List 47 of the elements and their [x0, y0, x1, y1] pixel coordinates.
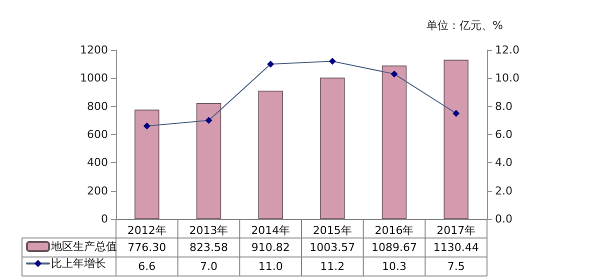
bar — [444, 60, 468, 219]
data-label: 1130.44 — [433, 241, 479, 254]
point — [328, 58, 336, 65]
data-label: 823.58 — [190, 241, 228, 254]
point — [205, 116, 212, 124]
data-label: 6.6 — [138, 260, 156, 273]
data-label: 910.82 — [251, 241, 290, 254]
data-label: 11.2 — [320, 260, 345, 273]
data-label: 1089.67 — [372, 241, 417, 254]
data-label: 776.30 — [128, 241, 166, 254]
legend-label: 地区生产总值 — [50, 240, 117, 253]
legend-label: 比上年增长 — [51, 257, 106, 270]
x-tick-label: 2013年 — [189, 224, 228, 237]
data-label: 11.0 — [258, 260, 283, 273]
y2-tick-label: 8.0 — [495, 100, 512, 113]
x-tick-label: 2017年 — [436, 224, 476, 237]
point — [452, 110, 460, 117]
data-label: 7.5 — [447, 260, 465, 273]
y-tick-label: 1000 — [80, 72, 108, 85]
text: 单位：亿元、% — [426, 19, 503, 32]
bar — [258, 90, 283, 219]
y-tick-label: 1200 — [80, 44, 108, 56]
y-tick-label: 0 — [101, 212, 108, 226]
y2-tick-label: 10.0 — [495, 72, 520, 85]
point — [390, 70, 398, 78]
y2-tick-label: 2.0 — [495, 184, 512, 198]
data-label: 1003.57 — [310, 241, 356, 254]
y2-tick-label: 0.0 — [495, 212, 512, 226]
point — [143, 122, 150, 130]
y2-tick-label: 4.0 — [495, 156, 512, 170]
y-tick-label: 800 — [87, 100, 108, 113]
bar — [196, 103, 222, 219]
point — [267, 60, 274, 68]
bar — [382, 66, 407, 219]
y-tick-label: 600 — [87, 128, 108, 141]
bar — [134, 110, 160, 219]
y2-tick-label: 12.0 — [495, 44, 520, 56]
data-label: 10.3 — [382, 260, 406, 273]
data-label: 7.0 — [200, 260, 218, 273]
x-tick-label: 2015年 — [312, 224, 352, 237]
x-tick-label: 2016年 — [374, 224, 414, 237]
x-tick-label: 2014年 — [251, 224, 290, 237]
y2-tick-label: 6.0 — [495, 128, 512, 141]
bar — [320, 78, 345, 219]
y-tick-label: 200 — [87, 184, 108, 198]
x-tick-label: 2012年 — [127, 224, 166, 237]
y-tick-label: 400 — [87, 156, 108, 170]
